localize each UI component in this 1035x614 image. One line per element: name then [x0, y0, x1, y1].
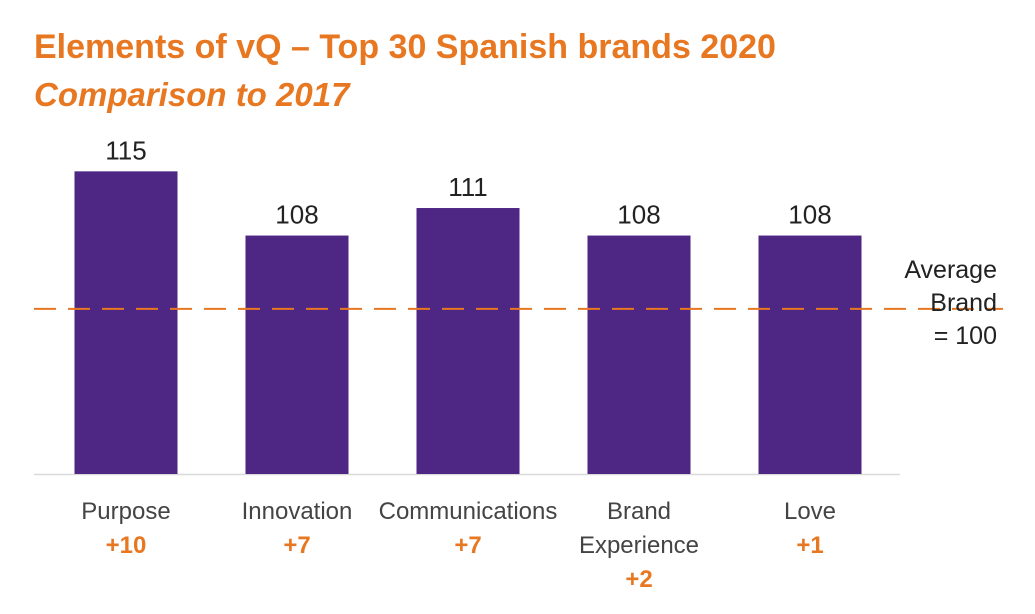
bar: [245, 235, 349, 474]
change-vs-2017-label: +7: [454, 532, 481, 559]
category-label: Brand: [607, 498, 671, 525]
bar-value-label: 111: [448, 172, 488, 202]
chart-subtitle: Comparison to 2017: [34, 76, 350, 113]
bar: [758, 235, 862, 474]
category-label: Purpose: [81, 498, 170, 525]
bar-value-label: 108: [275, 200, 318, 230]
chart-title: Elements of vQ – Top 30 Spanish brands 2…: [34, 28, 776, 66]
reference-line-label: Brand: [930, 289, 997, 317]
bar-value-label: 108: [788, 200, 831, 230]
change-vs-2017-label: +10: [106, 532, 147, 559]
change-vs-2017-label: +1: [796, 532, 823, 559]
bar: [74, 171, 178, 475]
change-vs-2017-label: +2: [625, 566, 652, 593]
category-label: Communications: [379, 498, 558, 525]
category-label: Experience: [579, 532, 699, 559]
bar-value-label: 115: [105, 135, 146, 165]
category-label: Love: [784, 498, 836, 525]
bar: [416, 208, 520, 474]
category-label: Innovation: [242, 498, 353, 525]
change-vs-2017-label: +7: [283, 532, 310, 559]
reference-line-label: = 100: [934, 322, 997, 350]
bar-value-label: 108: [617, 200, 660, 230]
bar: [587, 235, 691, 474]
reference-line-label: Average: [904, 256, 997, 284]
